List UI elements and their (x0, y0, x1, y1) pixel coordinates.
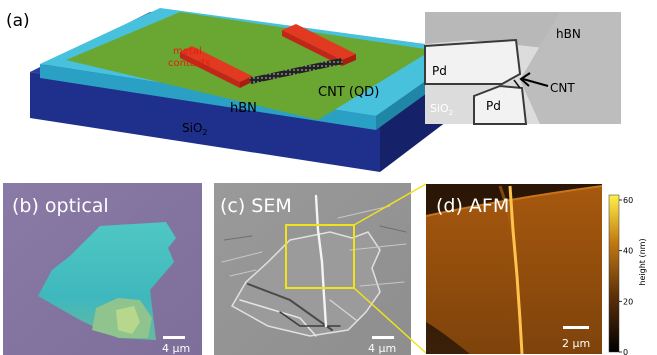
sem-inset: hBN Pd Pd CNT SiO2 (424, 12, 621, 125)
colorbar-tick-label: 40 (623, 247, 633, 256)
colorbar-title: height (nm) (638, 238, 647, 285)
panel-b-scale-label: 4 µm (162, 342, 190, 355)
afm-colorbar: 60 40 20 0 height (nm) (608, 194, 647, 355)
panel-b: (b) optical 4 µm (3, 183, 202, 355)
sem-inset-cnt-label: CNT (550, 81, 575, 95)
zoom-connector-top (353, 183, 427, 226)
sem-inset-pd-bottom-label: Pd (486, 99, 501, 113)
sem-inset-hbn-label: hBN (556, 27, 581, 41)
sio2-label: SiO2 (182, 121, 208, 137)
sem-zoom-box (285, 224, 355, 289)
colorbar-tick-label: 20 (623, 297, 633, 306)
hbn-flake (66, 12, 432, 120)
cnt-qd-label: CNT (QD) (318, 85, 379, 100)
colorbar-tick-label: 0 (623, 348, 628, 355)
metal-contacts-label-line2: contacts (168, 58, 211, 69)
sem-cnt-line (314, 194, 328, 328)
colorbar-ticks: 60 40 20 0 (619, 196, 633, 355)
panel-d-label: (d) AFM (436, 195, 509, 217)
metal-contact-left (180, 46, 252, 88)
metal-contacts-label-line1: metal (173, 46, 202, 57)
panel-a: (a) metal contacts CN (6, 8, 621, 172)
cnt-tube (249, 58, 343, 84)
panel-c-scale-bar (372, 336, 394, 339)
panel-c-scale-label: 4 µm (368, 342, 396, 355)
sem-inset-pd-top-label: Pd (432, 64, 447, 78)
panel-b-label: (b) optical (12, 195, 109, 217)
panel-b-scale-bar (163, 336, 185, 339)
panel-a-label: (a) (6, 11, 30, 31)
sem-inset-sio2-label: SiO2 (430, 102, 453, 117)
afm-hbn-flake (426, 186, 602, 354)
afm-cnt-line (508, 185, 524, 355)
colorbar-tick-label: 60 (623, 196, 633, 205)
metal-contact-right (282, 24, 356, 66)
panel-d-scale-bar (563, 326, 589, 329)
panel-d: (d) AFM 2 µm 60 40 20 0 height (nm) (425, 184, 647, 355)
hbn-label: hBN (230, 101, 257, 116)
panel-c-label: (c) SEM (220, 195, 292, 217)
panel-d-scale-label: 2 µm (562, 337, 590, 350)
si-label: Si p++ (165, 150, 201, 165)
zoom-connector-bottom (353, 287, 427, 354)
